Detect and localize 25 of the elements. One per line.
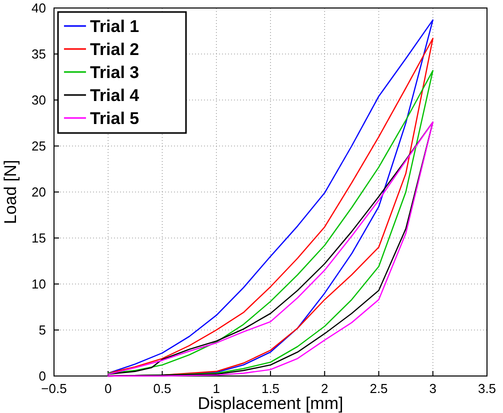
- y-tick-label: 5: [38, 322, 46, 338]
- x-tick-label: 1.5: [261, 381, 280, 396]
- y-tick-label: 0: [38, 368, 46, 384]
- legend-label: Trial 4: [90, 86, 140, 105]
- x-tick-label: 1: [212, 381, 220, 396]
- legend-label: Trial 3: [90, 62, 140, 82]
- legend-label: Trial 1: [90, 16, 140, 36]
- x-tick-label: 0.5: [153, 381, 172, 396]
- x-tick-label: 0: [104, 381, 112, 396]
- x-tick-label: 2: [321, 381, 328, 396]
- y-tick-label: 40: [32, 0, 46, 16]
- y-axis-title: Load [N]: [1, 160, 20, 224]
- x-tick-label: 2.5: [370, 381, 388, 396]
- y-tick-label: 35: [32, 46, 46, 62]
- y-tick-label: 25: [32, 138, 46, 154]
- legend-label: Trial 5: [90, 108, 140, 128]
- y-tick-label: 30: [32, 92, 46, 108]
- x-axis-title: Displacement [mm]: [198, 394, 344, 413]
- x-tick-label: 3: [429, 381, 436, 396]
- y-tick-label: 10: [32, 276, 46, 292]
- y-tick-label: 15: [32, 230, 46, 246]
- y-tick-label: 20: [32, 184, 46, 200]
- x-tick-label: −0.5: [41, 381, 67, 396]
- x-tick-label: 3.5: [478, 381, 496, 396]
- legend-label: Trial 2: [90, 40, 140, 59]
